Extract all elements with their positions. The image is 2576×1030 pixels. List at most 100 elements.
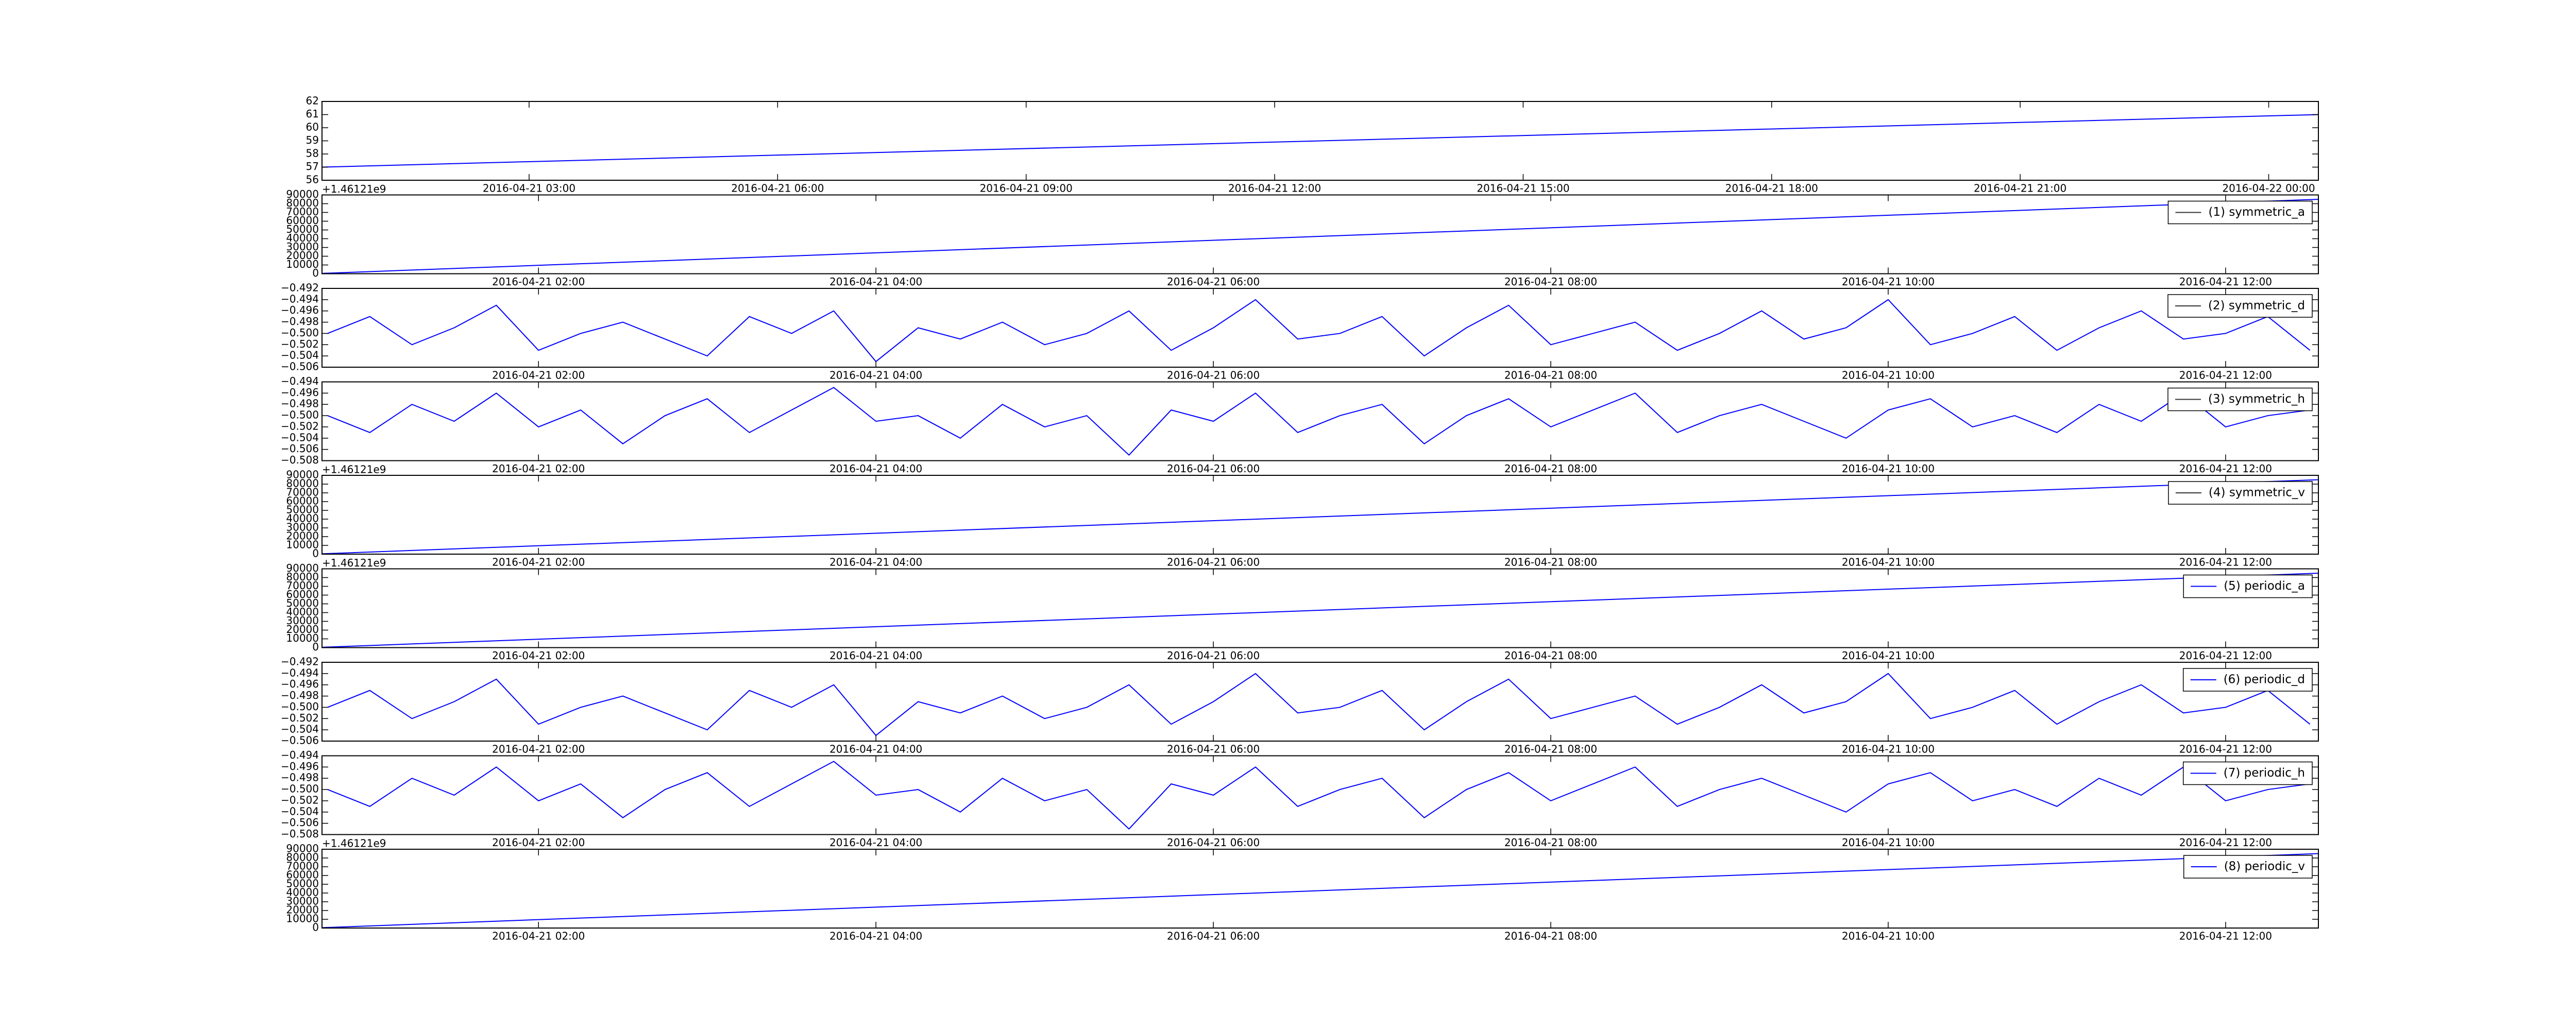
y-tick-label: 10000 — [286, 539, 319, 551]
x-tick-label: 2016-04-21 12:00 — [2179, 930, 2272, 942]
x-tick-label: 2016-04-21 06:00 — [1167, 743, 1260, 756]
y-tick-label: −0.492 — [281, 282, 319, 294]
subplot: 0100002000030000400005000060000700008000… — [286, 837, 2319, 942]
axes-frame — [321, 568, 2319, 648]
legend: (5) periodic_a — [2183, 574, 2313, 598]
legend: (3) symmetric_h — [2167, 387, 2313, 411]
y-tick-label: 70000 — [286, 205, 319, 218]
x-tick-label: 2016-04-21 06:00 — [1167, 276, 1260, 288]
x-tick-label: 2016-04-21 21:00 — [1974, 182, 2066, 195]
subplot: 0100002000030000400005000060000700008000… — [286, 464, 2319, 569]
x-tick-label: 2016-04-21 06:00 — [1167, 930, 1260, 942]
y-tick-label: −0.506 — [281, 360, 319, 373]
legend-box — [2167, 200, 2313, 225]
y-tick-label: −0.494 — [281, 666, 319, 679]
y-tick-label: 80000 — [286, 197, 319, 209]
x-tick-label: 2016-04-21 04:00 — [829, 743, 922, 756]
x-tick-label: 2016-04-21 12:00 — [1228, 182, 1321, 195]
y-tick-label: −0.494 — [281, 293, 319, 305]
series-line — [327, 673, 2311, 736]
y-tick-label: 60000 — [286, 869, 319, 881]
y-tick-label: −0.502 — [281, 338, 319, 350]
y-tick-label: 0 — [312, 921, 319, 934]
y-tick-label: −0.504 — [281, 349, 319, 362]
subplot: −0.508−0.506−0.504−0.502−0.500−0.498−0.4… — [281, 749, 2319, 849]
subplot: −0.506−0.504−0.502−0.500−0.498−0.496−0.4… — [281, 656, 2319, 756]
x-tick-label: 2016-04-21 06:00 — [1167, 836, 1260, 849]
axes-frame — [321, 475, 2319, 555]
x-tick-label: 2016-04-21 15:00 — [1477, 182, 1569, 195]
y-tick-label: 60000 — [286, 214, 319, 227]
x-tick-label: 2016-04-21 08:00 — [1504, 556, 1597, 569]
offset-text: +1.46121e9 — [322, 557, 386, 569]
subplot: 0100002000030000400005000060000700008000… — [286, 557, 2319, 662]
x-tick-label: 2016-04-21 12:00 — [2179, 649, 2272, 662]
series-line — [321, 853, 2319, 929]
y-tick-label: −0.498 — [281, 771, 319, 784]
x-tick-label: 2016-04-21 10:00 — [1842, 743, 1935, 756]
y-tick-label: 40000 — [286, 886, 319, 899]
legend: (8) periodic_v — [2183, 855, 2313, 879]
x-tick-label: 2016-04-21 10:00 — [1842, 556, 1935, 569]
x-tick-label: 2016-04-21 02:00 — [492, 649, 585, 662]
series-line — [327, 299, 2311, 363]
plot-area — [322, 756, 2318, 835]
y-tick-label: 20000 — [286, 623, 319, 636]
x-tick-label: 2016-04-21 04:00 — [829, 649, 922, 662]
x-tick-label: 2016-04-21 02:00 — [492, 836, 585, 849]
y-tick-label: 62 — [306, 95, 319, 107]
y-tick-label: −0.494 — [281, 749, 319, 761]
y-tick-label: −0.502 — [281, 420, 319, 432]
y-tick-label: −0.502 — [281, 794, 319, 806]
y-tick-label: 30000 — [286, 895, 319, 907]
subplot: −0.506−0.504−0.502−0.500−0.498−0.496−0.4… — [281, 282, 2319, 382]
x-tick-label: 2016-04-21 10:00 — [1842, 836, 1935, 849]
x-tick-label: 2016-04-21 10:00 — [1842, 462, 1935, 475]
x-tick-label: 2016-04-21 02:00 — [492, 369, 585, 382]
y-tick-label: 50000 — [286, 223, 319, 235]
legend-label: (1) symmetric_a — [2208, 205, 2305, 219]
plot-area — [322, 382, 2318, 461]
y-tick-label: −0.498 — [281, 315, 319, 328]
series-line — [321, 199, 2319, 274]
legend: (4) symmetric_v — [2168, 481, 2313, 505]
x-tick-label: 2016-04-21 06:00 — [1167, 462, 1260, 475]
legend-label: (7) periodic_h — [2224, 766, 2305, 780]
x-tick-label: 2016-04-21 08:00 — [1504, 930, 1597, 942]
series-line — [327, 387, 2310, 456]
y-tick-label: −0.504 — [281, 805, 319, 817]
x-tick-label: 2016-04-21 10:00 — [1842, 649, 1935, 662]
subplot: 0100002000030000400005000060000700008000… — [286, 183, 2319, 288]
x-tick-label: 2016-04-21 08:00 — [1504, 462, 1597, 475]
legend: (2) symmetric_d — [2167, 294, 2313, 318]
x-tick-label: 2016-04-21 12:00 — [2179, 462, 2272, 475]
legend: (7) periodic_h — [2182, 761, 2313, 785]
y-tick-label: 56 — [306, 174, 319, 186]
x-tick-label: 2016-04-21 04:00 — [829, 836, 922, 849]
y-tick-label: 30000 — [286, 241, 319, 253]
series-line — [327, 761, 2310, 830]
y-tick-label: 57 — [306, 160, 319, 173]
x-tick-label: 2016-04-21 08:00 — [1504, 369, 1597, 382]
y-tick-label: 70000 — [286, 860, 319, 872]
legend-label: (8) periodic_v — [2224, 860, 2305, 873]
legend-label: (2) symmetric_d — [2208, 299, 2305, 313]
y-tick-label: −0.504 — [281, 723, 319, 735]
y-tick-label: 0 — [312, 267, 319, 279]
y-tick-label: 50000 — [286, 597, 319, 609]
y-tick-label: 30000 — [286, 614, 319, 627]
x-tick-label: 2016-04-21 12:00 — [2179, 743, 2272, 756]
y-tick-label: −0.500 — [281, 327, 319, 339]
x-tick-label: 2016-04-21 06:00 — [1167, 649, 1260, 662]
y-tick-label: 61 — [306, 108, 319, 120]
plot-area — [322, 662, 2318, 741]
legend-label: (5) periodic_a — [2224, 579, 2305, 593]
y-tick-label: 40000 — [286, 606, 319, 618]
offset-text: +1.46121e9 — [322, 183, 386, 195]
x-tick-label: 2016-04-21 06:00 — [1167, 556, 1260, 569]
y-tick-label: 10000 — [286, 632, 319, 644]
offset-text: +1.46121e9 — [322, 837, 386, 850]
x-tick-label: 2016-04-21 12:00 — [2179, 556, 2272, 569]
x-tick-label: 2016-04-21 02:00 — [492, 743, 585, 756]
y-tick-label: −0.496 — [281, 678, 319, 690]
